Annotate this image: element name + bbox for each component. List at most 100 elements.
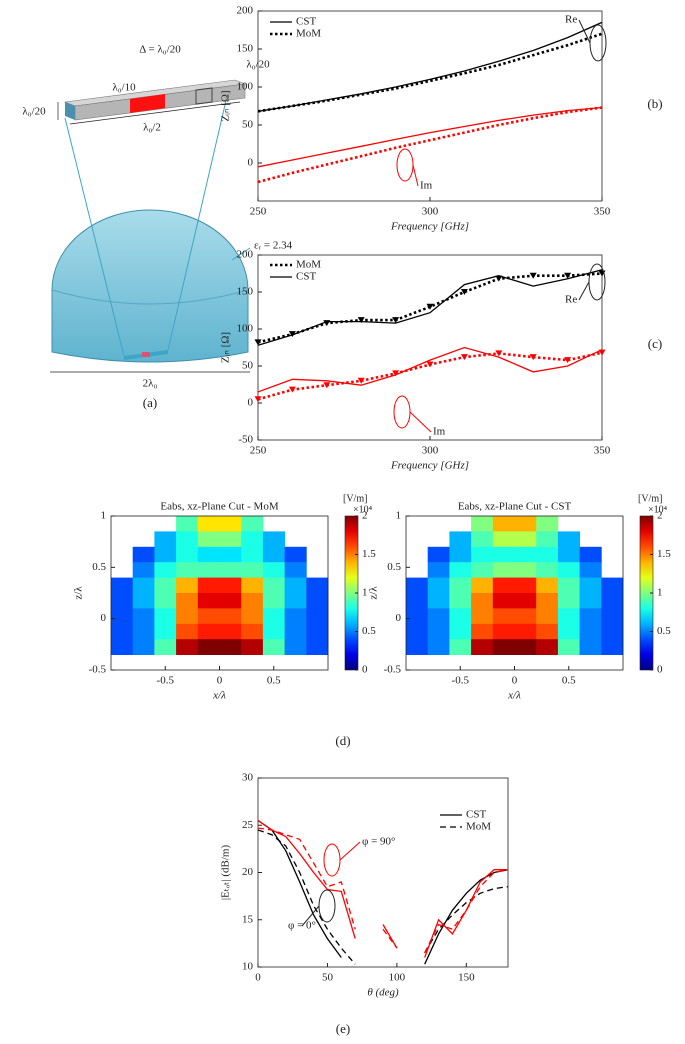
- heat-cell: [515, 639, 537, 655]
- y-tick-label: -50: [238, 434, 253, 446]
- marker: [495, 350, 502, 356]
- x-tick-label: 0: [512, 675, 518, 687]
- x-tick-label: 0.5: [267, 675, 281, 687]
- x-tick-label: 100: [389, 972, 406, 984]
- heat-cell: [580, 578, 602, 594]
- heat-cell: [428, 639, 450, 655]
- heat-cell: [449, 547, 471, 563]
- heat-cell: [285, 608, 307, 624]
- heat-cell: [306, 578, 328, 594]
- annotation-ellipse: [589, 264, 605, 300]
- colorbar-scale: ×10⁴: [648, 504, 668, 515]
- heat-cell: [198, 593, 220, 609]
- heat-cell: [536, 531, 558, 547]
- heat-cell: [133, 639, 155, 655]
- x-tick-label: 350: [594, 445, 611, 457]
- annotation-arrow: [340, 842, 360, 860]
- heat-cell: [241, 593, 263, 609]
- heat-cell: [285, 639, 307, 655]
- heat-cell: [154, 578, 176, 594]
- panel-label: (b): [647, 96, 662, 111]
- colorbar-tick-label: 1: [657, 587, 663, 599]
- heat-cell: [471, 531, 493, 547]
- figure: λ₀/20 λ₀/10 Δ = λ₀/20 λ₀/20 λ₀/2 εᵣ = 2.…: [0, 0, 685, 1044]
- heat-cell: [558, 547, 580, 563]
- heat-cell: [428, 562, 450, 578]
- x-axis-label: θ (deg): [367, 987, 399, 999]
- y-tick-label: 1: [396, 510, 402, 522]
- annotation-ellipse: [394, 396, 410, 428]
- heat-cell: [263, 547, 285, 563]
- x-tick-label: -0.5: [157, 675, 175, 687]
- heat-cell: [449, 608, 471, 624]
- colorbar-tick-label: 1.5: [657, 548, 671, 560]
- heat-cell: [133, 578, 155, 594]
- annotation: Re: [565, 14, 577, 26]
- heat-cell: [580, 608, 602, 624]
- y-tick-label: 10: [242, 961, 254, 973]
- heat-cell: [428, 608, 450, 624]
- heat-cell: [428, 547, 450, 563]
- heat-cell: [198, 516, 220, 532]
- x-tick-label: 350: [594, 206, 611, 218]
- heat-cell: [306, 608, 328, 624]
- heat-cell: [471, 547, 493, 563]
- heat-cell: [263, 593, 285, 609]
- y-tick-label: 0: [248, 397, 254, 409]
- heat-cell: [176, 547, 198, 563]
- x-axis-label: x/λ: [212, 690, 226, 702]
- heat-cell: [176, 608, 198, 624]
- heat-cell: [493, 516, 515, 532]
- heat-cell: [515, 608, 537, 624]
- x-tick-label: -0.5: [452, 675, 470, 687]
- series-line: [258, 830, 508, 964]
- heat-cell: [558, 562, 580, 578]
- heat-cell: [449, 639, 471, 655]
- heat-cell: [220, 547, 242, 563]
- colorbar-tick-label: 0: [657, 664, 663, 676]
- y-tick-label: 100: [237, 323, 254, 335]
- x-axis-label: x/λ: [507, 690, 521, 702]
- y-tick-label: 200: [237, 5, 254, 17]
- heat-cell: [176, 578, 198, 594]
- heat-cell: [198, 562, 220, 578]
- marker: [530, 273, 537, 279]
- heat-cell: [133, 593, 155, 609]
- permittivity-label: εᵣ = 2.34: [254, 240, 293, 252]
- heat-cell: [198, 624, 220, 640]
- heat-cell: [406, 608, 428, 624]
- heat-cell: [220, 624, 242, 640]
- heat-cell: [285, 547, 307, 563]
- series-line: [258, 108, 602, 167]
- series-line: [258, 348, 602, 392]
- heat-cell: [176, 624, 198, 640]
- heat-cell: [601, 578, 623, 594]
- heat-cell: [493, 562, 515, 578]
- heat-cell: [601, 608, 623, 624]
- heat-cell: [580, 547, 602, 563]
- heat-cell: [406, 624, 428, 640]
- y-tick-label: 0: [101, 612, 107, 624]
- heat-cell: [515, 531, 537, 547]
- dim-label: λ₀/2: [143, 122, 161, 134]
- heat-cell: [406, 639, 428, 655]
- x-tick-label: 300: [422, 206, 439, 218]
- chart-title: Eabs, xz-Plane Cut - CST: [458, 501, 572, 513]
- dim-label: λ₀/10: [112, 82, 136, 94]
- heat-cell: [285, 593, 307, 609]
- heat-cell: [306, 593, 328, 609]
- heat-cell: [241, 562, 263, 578]
- heat-cell: [471, 593, 493, 609]
- heat-cell: [536, 608, 558, 624]
- heat-cell: [285, 578, 307, 594]
- heat-cell: [285, 624, 307, 640]
- annotation: Re: [565, 294, 577, 306]
- annotation-ellipse: [397, 149, 413, 181]
- annotation-ellipse: [319, 890, 335, 922]
- x-tick-label: 50: [322, 972, 334, 984]
- x-tick-label: 250: [250, 445, 267, 457]
- x-tick-label: 0: [217, 675, 223, 687]
- y-tick-label: 50: [242, 360, 254, 372]
- x-tick-label: 300: [422, 445, 439, 457]
- series-line: [258, 108, 602, 183]
